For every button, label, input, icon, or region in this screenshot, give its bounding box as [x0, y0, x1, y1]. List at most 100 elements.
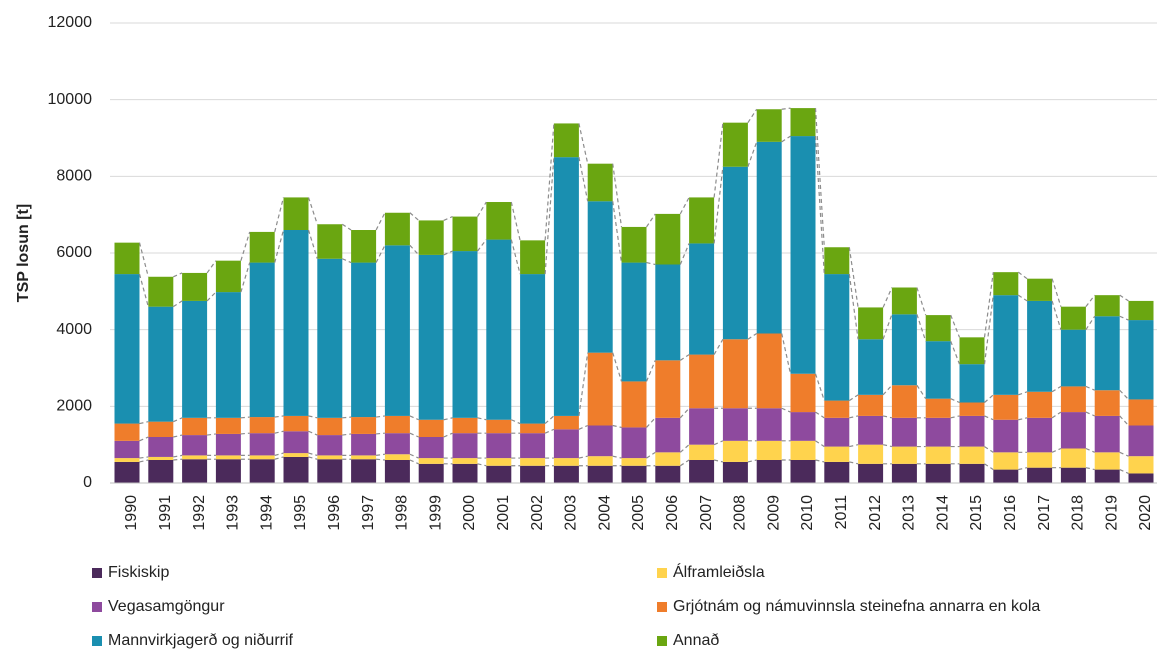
connector-line [409, 212, 420, 221]
connector-line [1018, 417, 1028, 421]
bar-segment [621, 427, 647, 459]
bar-segment [283, 230, 309, 416]
bar-segment [452, 463, 478, 483]
bar-segment [858, 307, 884, 340]
bar-segment [655, 417, 681, 453]
connector-line [443, 216, 453, 221]
bar-segment [993, 295, 1019, 395]
x-tick-label: 2002 [529, 495, 546, 531]
connector-line [376, 458, 385, 461]
connector-line [173, 272, 183, 278]
bar-segment [858, 339, 884, 395]
bar-segment [553, 429, 579, 459]
connector-line [443, 417, 453, 421]
legend-swatch [657, 602, 667, 612]
connector-line [1119, 389, 1129, 400]
bar-segment [959, 446, 985, 464]
connector-line [1051, 278, 1062, 307]
x-tick-label: 2014 [934, 495, 951, 531]
bar-segment [621, 226, 647, 263]
y-tick-label: 2000 [56, 398, 92, 415]
bar-segment [215, 455, 241, 460]
bar-segment [689, 460, 715, 483]
bar-segment [114, 423, 140, 441]
connector-line [679, 243, 690, 265]
connector-line [1085, 411, 1095, 417]
bar-segment [182, 459, 208, 483]
connector-line [950, 340, 961, 365]
bar-segment [182, 272, 208, 301]
bar-segment [722, 339, 748, 409]
bar-segment [1094, 316, 1120, 391]
connector-line [139, 459, 149, 463]
bar-segment [418, 458, 444, 464]
connector-line [173, 454, 183, 458]
connector-line [679, 444, 690, 453]
connector-line [747, 332, 758, 340]
x-tick-label: 1997 [360, 495, 377, 531]
bar-segment [655, 465, 681, 483]
connector-line [781, 135, 791, 143]
connector-line [984, 415, 994, 421]
bar-segment [486, 419, 512, 434]
bar-segment [215, 433, 241, 456]
bar-segment [891, 287, 917, 315]
connector-line [679, 459, 690, 467]
bar-segment [317, 435, 343, 456]
bar-segment [520, 433, 546, 459]
connector-line [984, 446, 994, 453]
connector-line [308, 430, 318, 436]
x-tick-label: 1991 [157, 495, 174, 531]
connector-line [1119, 294, 1129, 302]
bar-segment [384, 415, 410, 434]
bar-segment [553, 415, 579, 430]
bar-segment [182, 435, 208, 456]
connector-line [747, 459, 757, 463]
connector-line [645, 360, 656, 382]
bar-segment [621, 458, 647, 466]
bar-segment [520, 240, 546, 275]
connector-line [511, 419, 521, 425]
x-tick-label: 2020 [1137, 495, 1154, 531]
bar-segment [418, 437, 444, 459]
bar-segment [655, 264, 681, 361]
connector-line [612, 455, 622, 459]
connector-line [409, 244, 420, 256]
bar-segment [1060, 329, 1086, 387]
connector-line [138, 242, 149, 277]
bar-segment [1060, 386, 1086, 413]
connector-line [1017, 294, 1028, 302]
bar-segment [925, 398, 951, 418]
connector-line [1119, 415, 1129, 426]
connector-line [240, 416, 250, 419]
connector-line [848, 274, 859, 340]
legend-label: Mannvirkjagerð og niðurrif [108, 632, 294, 649]
bar-segment [891, 463, 917, 483]
connector-line [578, 424, 588, 430]
bar-segment [384, 460, 410, 483]
connector-line [983, 272, 994, 338]
connector-line [713, 338, 724, 355]
connector-line [713, 459, 724, 463]
bar-segment [182, 455, 208, 460]
connector-line [849, 415, 859, 419]
connector-line [240, 432, 250, 435]
connector-line [612, 201, 623, 263]
connector-line [815, 459, 825, 463]
bar-segment [587, 352, 613, 426]
connector-line [882, 384, 893, 396]
bar-segment [215, 260, 241, 293]
bar-segment [553, 465, 579, 483]
bar-segment [553, 157, 579, 416]
bar-segment [621, 465, 647, 483]
connector-line [206, 260, 217, 274]
x-tick-label: 2004 [596, 495, 613, 531]
connector-line [578, 455, 588, 459]
connector-line [578, 352, 589, 416]
bar-segment [722, 408, 748, 441]
bar-segment [756, 109, 782, 142]
bar-segment [249, 433, 275, 456]
bar-segment [925, 417, 951, 447]
x-tick-label: 2001 [495, 495, 512, 531]
bar-segment [1060, 448, 1086, 468]
